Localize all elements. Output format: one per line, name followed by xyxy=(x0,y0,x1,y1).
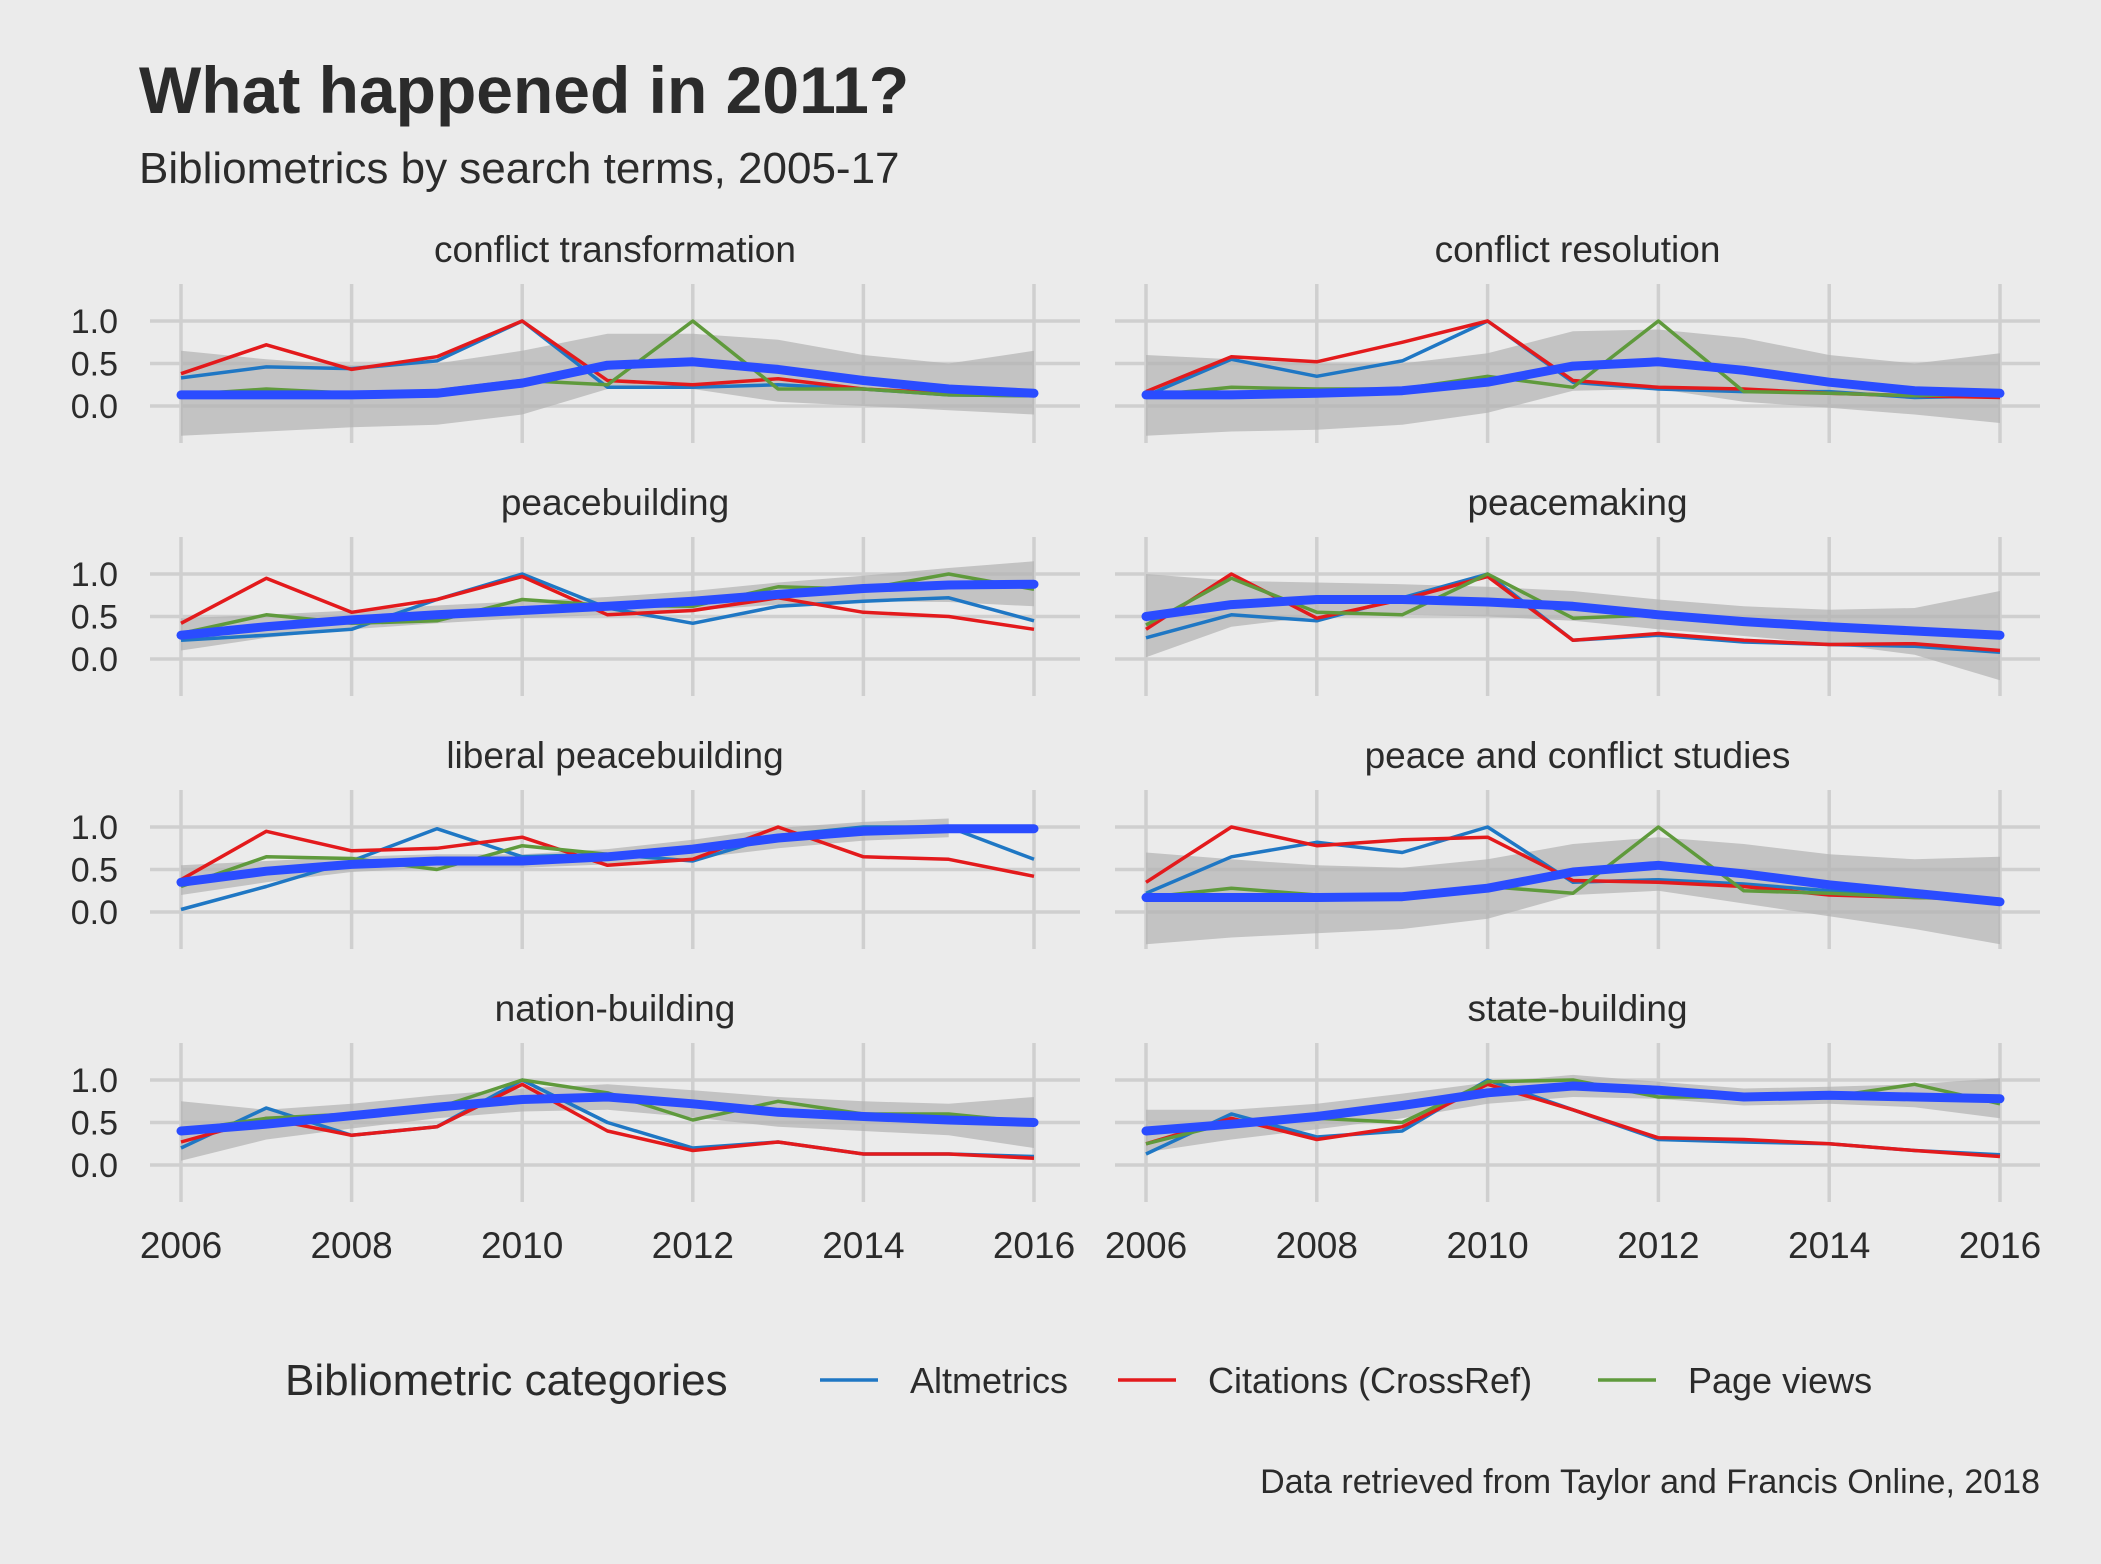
x-tick-label: 2014 xyxy=(1788,1225,1870,1266)
y-tick-label: 0.0 xyxy=(71,388,118,426)
panel-title: peacemaking xyxy=(1467,482,1687,523)
legend-label: Citations (CrossRef) xyxy=(1208,1360,1532,1401)
panel: state-building 2006 2008 2010 2012 2014 2016 xyxy=(1105,988,2041,1266)
confidence-band xyxy=(1146,837,2000,945)
x-tick-label: 2012 xyxy=(652,1225,734,1266)
y-tick-label: 0.5 xyxy=(71,852,118,890)
y-tick-label: 0.0 xyxy=(71,1147,118,1185)
panel-title: conflict resolution xyxy=(1435,229,1721,270)
series-line xyxy=(1145,825,2001,902)
series-line xyxy=(180,1082,1035,1160)
legend-title: Bibliometric categories xyxy=(285,1356,728,1405)
x-tick-label: 2012 xyxy=(1617,1225,1699,1266)
smooth-line xyxy=(1141,357,2005,400)
panel-grid: conflict transformation0.00.51.0conflict… xyxy=(71,229,2041,1266)
panel: nation-building 0.0 0.5 1.0 2006 2008 2010 2012… xyxy=(71,988,1080,1266)
x-tick-label: 2014 xyxy=(822,1225,904,1266)
legend-label: Altmetrics xyxy=(910,1360,1068,1401)
panel: conflict resolution xyxy=(1115,229,2040,443)
series-line xyxy=(180,825,1035,882)
panel: liberal peacebuilding 0.0 0.5 1.0 xyxy=(71,735,1080,949)
smooth-line xyxy=(1141,595,2005,640)
confidence-band xyxy=(181,1084,1034,1161)
y-tick-label: 1.0 xyxy=(71,1062,118,1100)
chart-title: What happened in 2011? xyxy=(139,53,909,127)
y-tick-label: 0.5 xyxy=(71,1105,118,1143)
y-tick-label: 0.0 xyxy=(71,894,118,932)
legend-label: Page views xyxy=(1688,1360,1872,1401)
chart-subtitle: Bibliometrics by search terms, 2005-17 xyxy=(139,144,900,193)
panel-title: state-building xyxy=(1467,988,1687,1029)
y-tick-label: 1.0 xyxy=(71,303,118,341)
x-tick-label: 2006 xyxy=(140,1225,222,1266)
panel-title: nation-building xyxy=(495,988,736,1029)
x-tick-label: 2016 xyxy=(1959,1225,2041,1266)
x-tick-label: 2006 xyxy=(1105,1225,1187,1266)
series-line xyxy=(180,574,1035,632)
series-line xyxy=(1145,319,2001,398)
x-tick-label: 2010 xyxy=(1446,1225,1528,1266)
panel: conflict transformation 0.0 0.5 1.0 xyxy=(71,229,1080,443)
series-line xyxy=(1145,1082,2001,1159)
x-tick-label: 2008 xyxy=(1276,1225,1358,1266)
y-tick-label: 1.0 xyxy=(71,809,118,847)
smooth-line xyxy=(1141,860,2005,907)
smooth-line xyxy=(176,579,1039,640)
smooth-line xyxy=(176,824,1039,887)
panel: peacebuilding 0.0 0.5 1.0 xyxy=(71,482,1080,696)
x-tick-label: 2016 xyxy=(993,1225,1075,1266)
caption: Data retrieved from Taylor and Francis O… xyxy=(1260,1463,2040,1501)
panel-title: peace and conflict studies xyxy=(1365,735,1791,776)
x-tick-label: 2008 xyxy=(310,1225,392,1266)
panel-title: liberal peacebuilding xyxy=(446,735,783,776)
y-tick-label: 0.0 xyxy=(71,641,118,679)
y-tick-label: 0.5 xyxy=(71,599,118,637)
panel-title: peacebuilding xyxy=(501,482,729,523)
smooth-line xyxy=(176,1092,1039,1136)
panel-title: conflict transformation xyxy=(434,229,796,270)
panel: peacemaking xyxy=(1115,482,2040,696)
legend: Bibliometric categories Altmetrics Citati… xyxy=(285,1356,1872,1405)
y-tick-label: 1.0 xyxy=(71,556,118,594)
panel: peace and conflict studies xyxy=(1115,735,2040,949)
y-tick-label: 0.5 xyxy=(71,346,118,384)
series-line xyxy=(1145,825,2001,902)
smooth-line xyxy=(176,357,1039,400)
smooth-line xyxy=(1141,1081,2005,1136)
x-tick-label: 2010 xyxy=(481,1225,563,1266)
